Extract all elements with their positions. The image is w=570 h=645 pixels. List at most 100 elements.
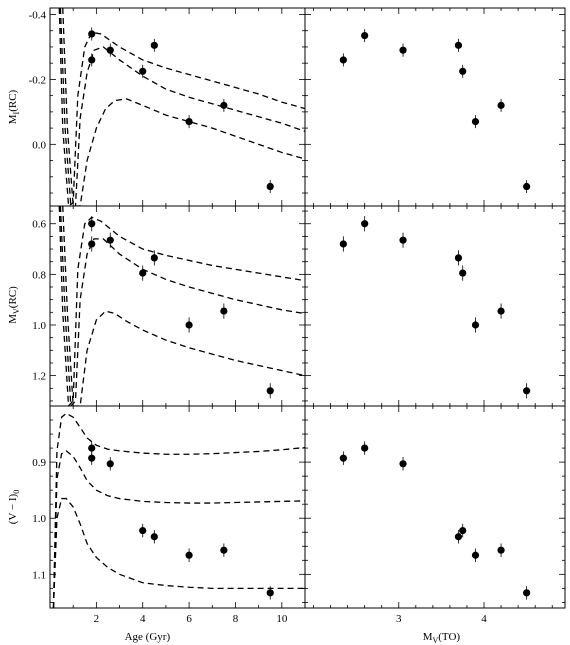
data-point-VI-c0-0 [88,444,96,452]
data-point-VI-c0-7 [266,589,274,597]
panel-grid [49,7,566,609]
data-point-MI-c1-7 [523,182,531,191]
y-tick-label-r0-0: -0.4 [29,9,47,21]
data-point-VI-c1-5 [471,551,480,559]
data-point-MI-c0-2 [106,46,114,54]
data-point-VI-c0-5 [185,551,193,559]
data-point-MV-c1-4 [459,269,467,277]
data-point-MV-c1-3 [454,254,463,262]
data-point-VI-c0-6 [220,546,228,554]
data-point-MI-c1-4 [459,67,467,75]
data-point-VI-c1-4 [459,526,467,535]
y-axis-title-vi: (V − I)0 [7,490,21,524]
axis-ticks [49,8,565,608]
y-axis-title-mv-sub: V [12,308,21,314]
data-point-MI-c0-6 [220,101,228,109]
data-point-VI-c1-6 [497,546,505,554]
data-point-MV-c0-6 [220,307,228,315]
panel-frame-r1-c1 [304,205,566,407]
y-tick-label-r2-2: 1.1 [32,569,46,581]
y-tick-label-r1-3: 1.2 [32,371,46,383]
x-tick-label-c1-0: 3 [396,613,402,625]
data-point-MV-c0-0 [88,220,96,228]
data-point-MV-c1-2 [399,236,407,244]
model-curve-VI-1 [52,412,305,608]
data-point-MV-c1-7 [523,387,531,395]
data-point-VI-c1-7 [523,589,531,597]
panel-frame-r0-c1 [304,7,566,207]
data-point-MV-c1-6 [497,307,505,315]
axis-labels: 2 4 6 8 10 3 4 -0.4 -0.2 0.0 0.6 0.8 1.0 1.2 0.9 1.0 1.1… [7,9,487,645]
y-axis-title-mi-main: M [7,114,19,124]
y-tick-label-r2-1: 1.0 [32,513,46,525]
data-point-MV-c0-3 [139,269,147,277]
y-axis-title-mi-sub: I [12,111,21,114]
data-point-MI-c0-4 [150,41,158,49]
x-tick-label-c0-0: 2 [94,613,100,625]
data-point-VI-c1-3 [454,533,463,541]
data-point-MI-c1-6 [497,101,505,109]
y-axis-title-mi-tail: (RC) [7,89,19,111]
data-point-MV-c0-2 [106,236,114,244]
panel-frame-r0-c0 [49,7,306,207]
model-curve-MI-3 [62,8,305,206]
x-axis-title-age: Age (Gyr) [125,631,171,643]
data-point-VI-c0-1 [88,454,96,462]
data-point-MI-c0-3 [139,67,147,75]
data-point-MV-c0-7 [266,387,274,395]
y-axis-title-mv-main: M [7,314,19,324]
data-point-MI-c1-2 [399,46,407,54]
model-curve-MI-2 [59,8,305,206]
data-point-MV-c0-5 [185,321,193,329]
panel-frame-r2-c0 [49,405,306,609]
x-tick-label-c0-3: 8 [233,613,239,625]
data-point-MI-c1-5 [471,118,480,126]
data-point-MI-c0-7 [266,182,274,191]
y-axis-title-mv: MV(RC) [7,286,21,324]
data-point-MI-c1-1 [361,31,369,40]
model-curve-MV-2 [59,206,305,406]
model-curve-VI-2 [52,450,305,608]
data-point-VI-c0-2 [106,460,114,468]
y-tick-label-r1-2: 1.0 [32,320,46,332]
y-tick-label-r0-2: 0.0 [32,139,46,151]
data-point-MI-c0-0 [88,30,96,38]
data-point-VI-c1-0 [339,454,347,462]
y-axis-title-vi-main: (V − I) [7,493,19,524]
data-point-MI-c0-1 [88,56,96,64]
data-point-MV-c1-1 [361,220,369,228]
x-axis-title-mto-main: M [423,631,433,643]
data-point-MV-c1-0 [339,240,347,248]
data-point-MI-c1-3 [454,41,463,49]
model-curve-MV-3 [62,206,305,406]
model-curve-VI-3 [52,497,305,608]
model-curves [52,8,305,608]
x-tick-label-c0-1: 4 [140,613,146,625]
data-point-MI-c0-5 [185,118,193,126]
x-axis-title-mto: MV(TO) [423,631,461,645]
y-tick-label-r1-0: 0.6 [32,219,46,231]
y-tick-label-r2-0: 0.9 [32,457,46,469]
y-axis-title-mi: MI(RC) [7,89,21,124]
data-point-MV-c1-5 [471,321,480,329]
x-axis-title-mto-tail: (TO) [438,631,460,643]
data-point-VI-c0-3 [139,526,147,535]
data-point-MI-c1-0 [339,56,347,64]
panel-frame-r2-c1 [304,405,566,609]
data-point-MV-c0-4 [150,254,158,262]
y-axis-title-vi-sub: 0 [12,490,21,494]
y-tick-label-r0-1: -0.2 [29,74,46,86]
model-curve-MV-1 [58,206,305,406]
data-points [88,27,531,600]
data-point-MV-c0-1 [88,240,96,248]
data-point-VI-c0-4 [150,533,158,541]
x-tick-label-c0-2: 6 [186,613,192,625]
y-tick-label-r1-1: 0.8 [32,269,46,281]
model-curve-MI-1 [58,8,305,206]
x-axis-title-mto-sub: V [432,636,438,645]
y-axis-title-mv-tail: (RC) [7,286,19,308]
x-tick-label-c0-4: 10 [276,613,288,625]
data-point-VI-c1-2 [399,460,407,468]
x-tick-label-c1-1: 4 [481,613,487,625]
